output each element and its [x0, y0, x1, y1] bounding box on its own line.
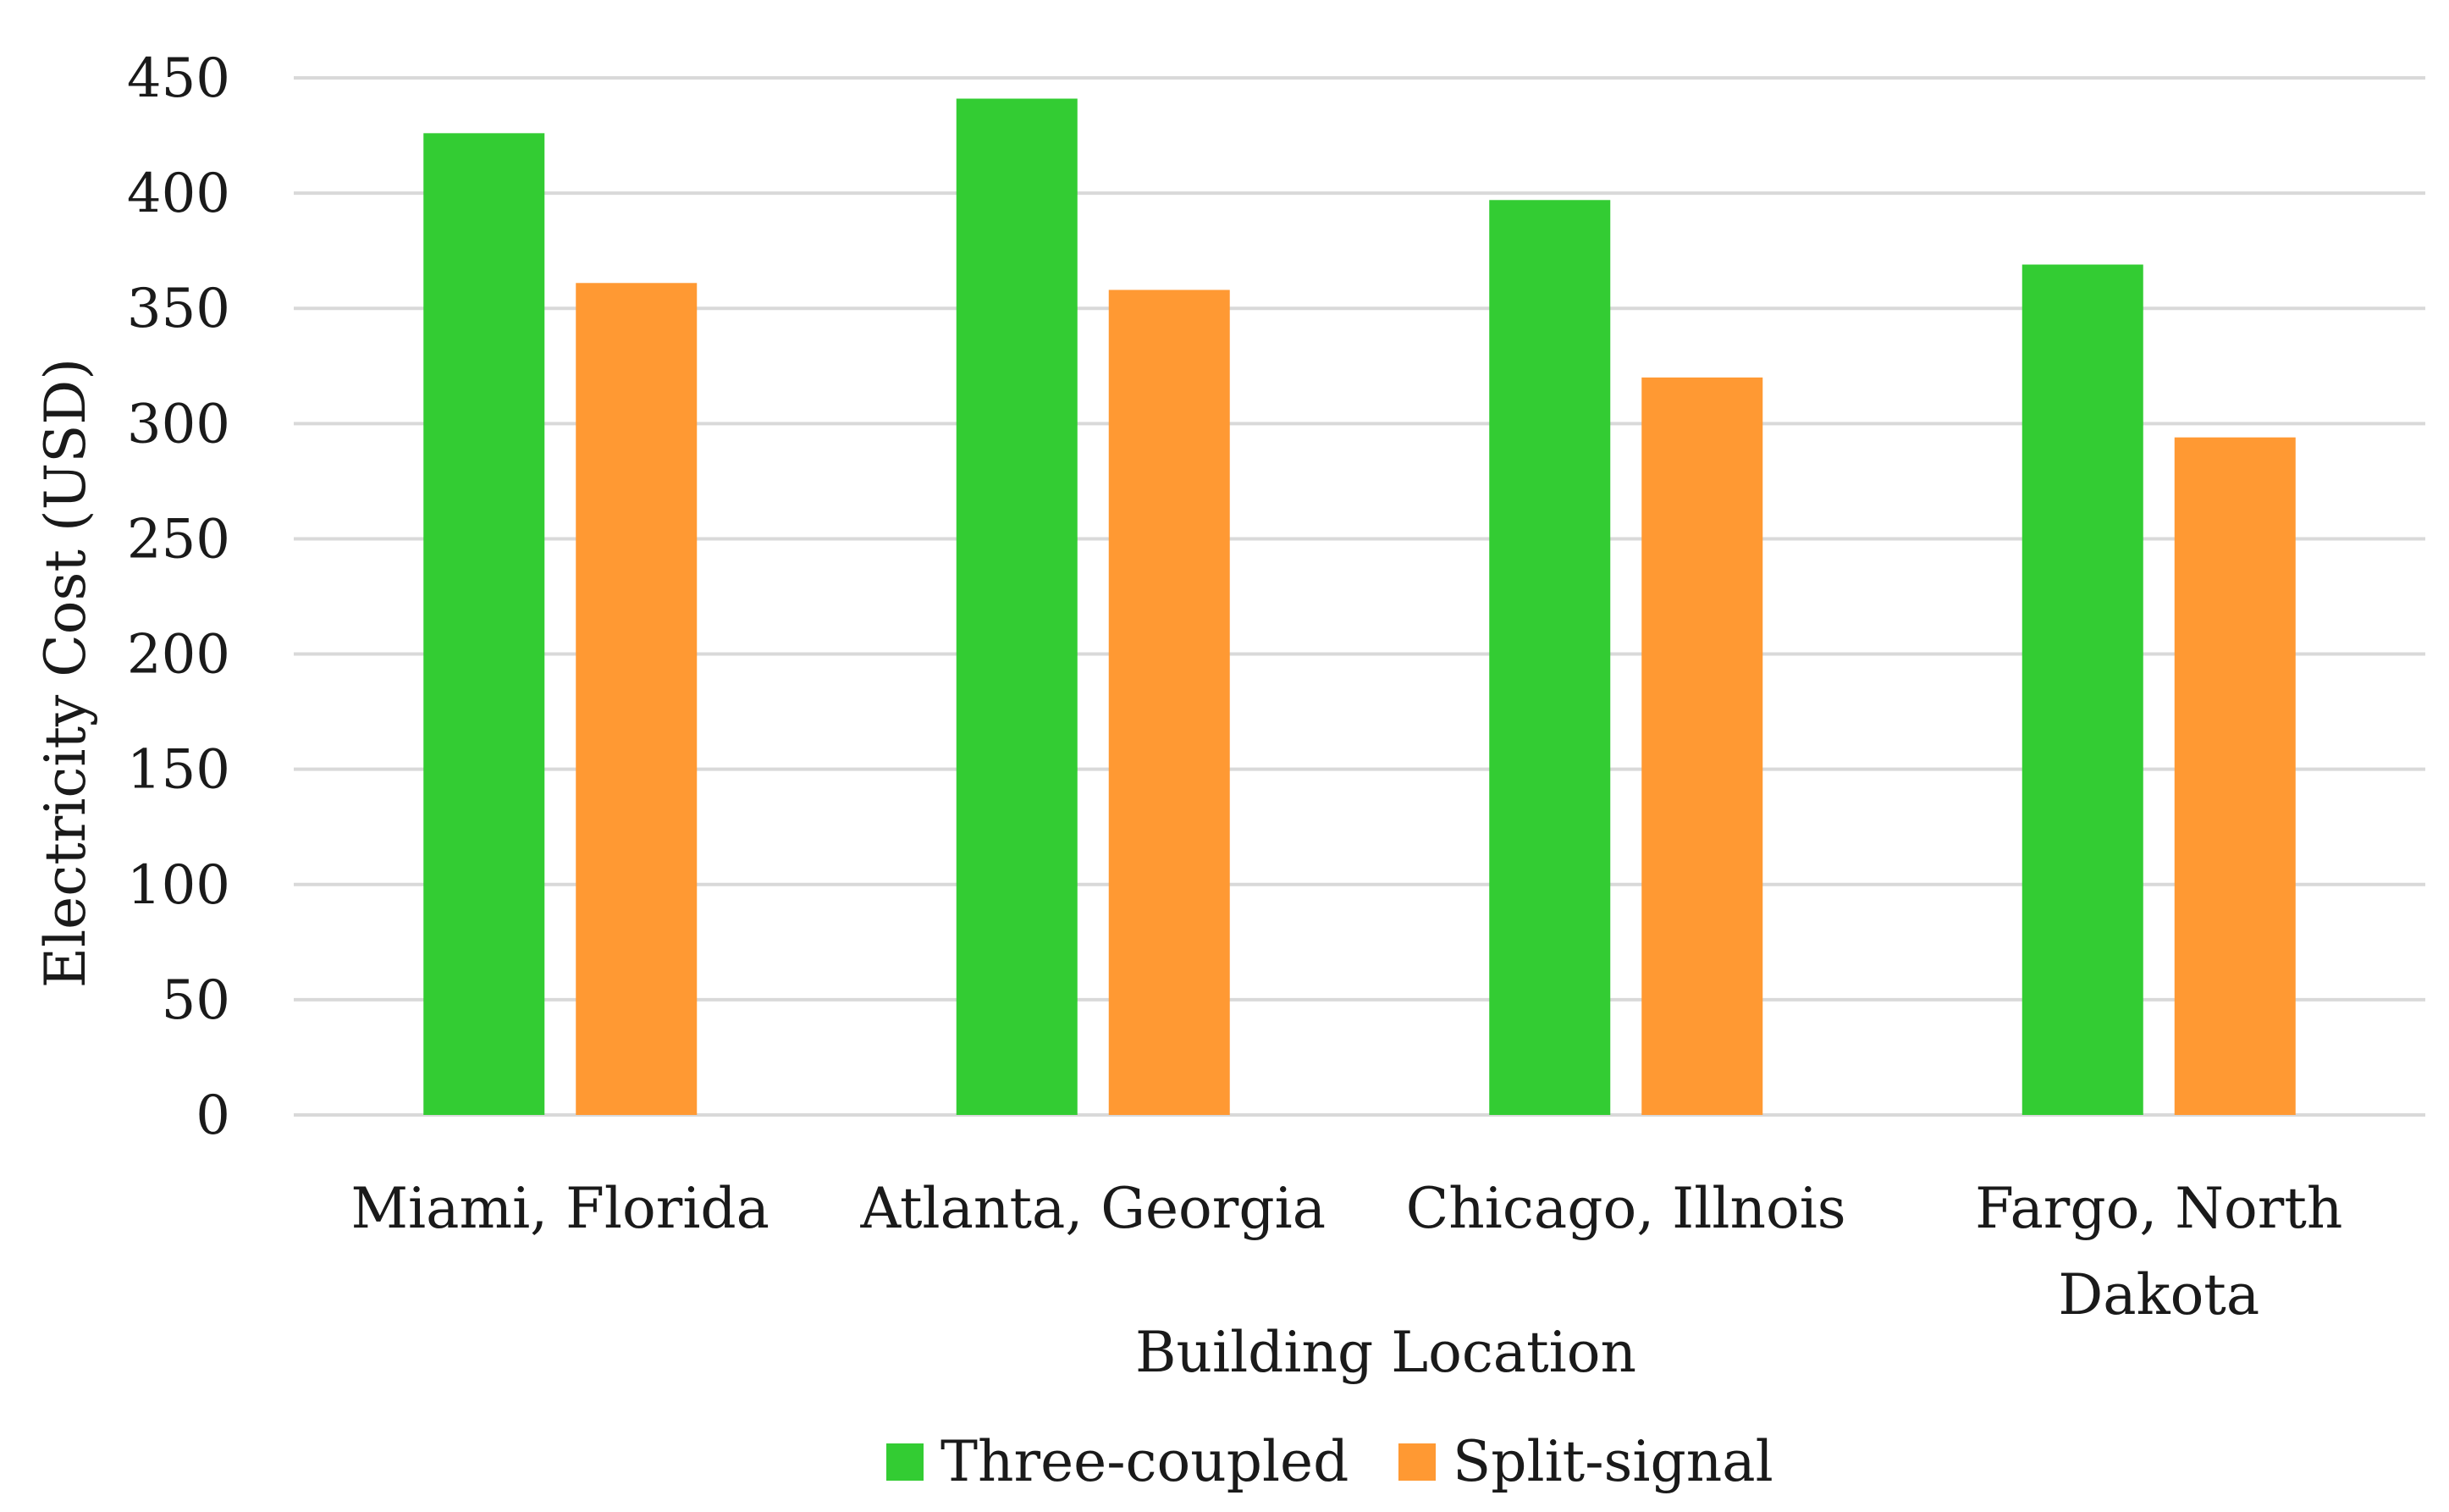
y-tick-labels: 0 50 100 150 200 250 300 350 400 450 [127, 47, 230, 1147]
x-category-labels: Miami, Florida Atlanta, Georgia Chicago, I… [350, 1176, 2342, 1327]
y-tick-label: 300 [127, 393, 230, 455]
bar-three-coupled-0 [423, 133, 545, 1115]
legend-label-three-coupled: Three-coupled [940, 1429, 1349, 1494]
y-tick-label: 150 [127, 739, 230, 802]
x-category-label: Dakota [2058, 1262, 2259, 1327]
y-tick-label: 0 [196, 1084, 230, 1147]
y-tick-label: 450 [127, 47, 230, 110]
bar-split-signal-0 [576, 283, 698, 1115]
x-category-label: Miami, Florida [350, 1176, 769, 1241]
y-axis-title: Electricity Cost (USD) [33, 358, 98, 988]
bar-split-signal-1 [1108, 290, 1230, 1115]
y-tick-label: 200 [127, 624, 230, 687]
legend-swatch-split-signal [1398, 1443, 1436, 1481]
bars [423, 98, 2296, 1115]
y-tick-label: 100 [127, 854, 230, 917]
bar-split-signal-2 [1641, 377, 1763, 1115]
y-tick-label: 250 [127, 508, 230, 571]
y-tick-label: 400 [127, 163, 230, 225]
legend-label-split-signal: Split-signal [1453, 1429, 1773, 1494]
y-tick-label: 50 [162, 969, 230, 1032]
legend-swatch-three-coupled [886, 1443, 924, 1481]
bar-split-signal-3 [2174, 437, 2296, 1115]
legend: Three-coupled Split-signal [886, 1429, 1773, 1494]
x-category-label: Fargo, North [1975, 1176, 2342, 1241]
y-tick-label: 350 [127, 278, 230, 340]
x-category-label: Chicago, Illnois [1406, 1176, 1846, 1241]
x-category-label: Atlanta, Georgia [859, 1176, 1326, 1241]
x-axis-title: Building Location [1135, 1320, 1636, 1385]
bar-three-coupled-3 [2022, 264, 2143, 1115]
bar-three-coupled-1 [956, 98, 1078, 1115]
bar-three-coupled-2 [1489, 200, 1611, 1115]
